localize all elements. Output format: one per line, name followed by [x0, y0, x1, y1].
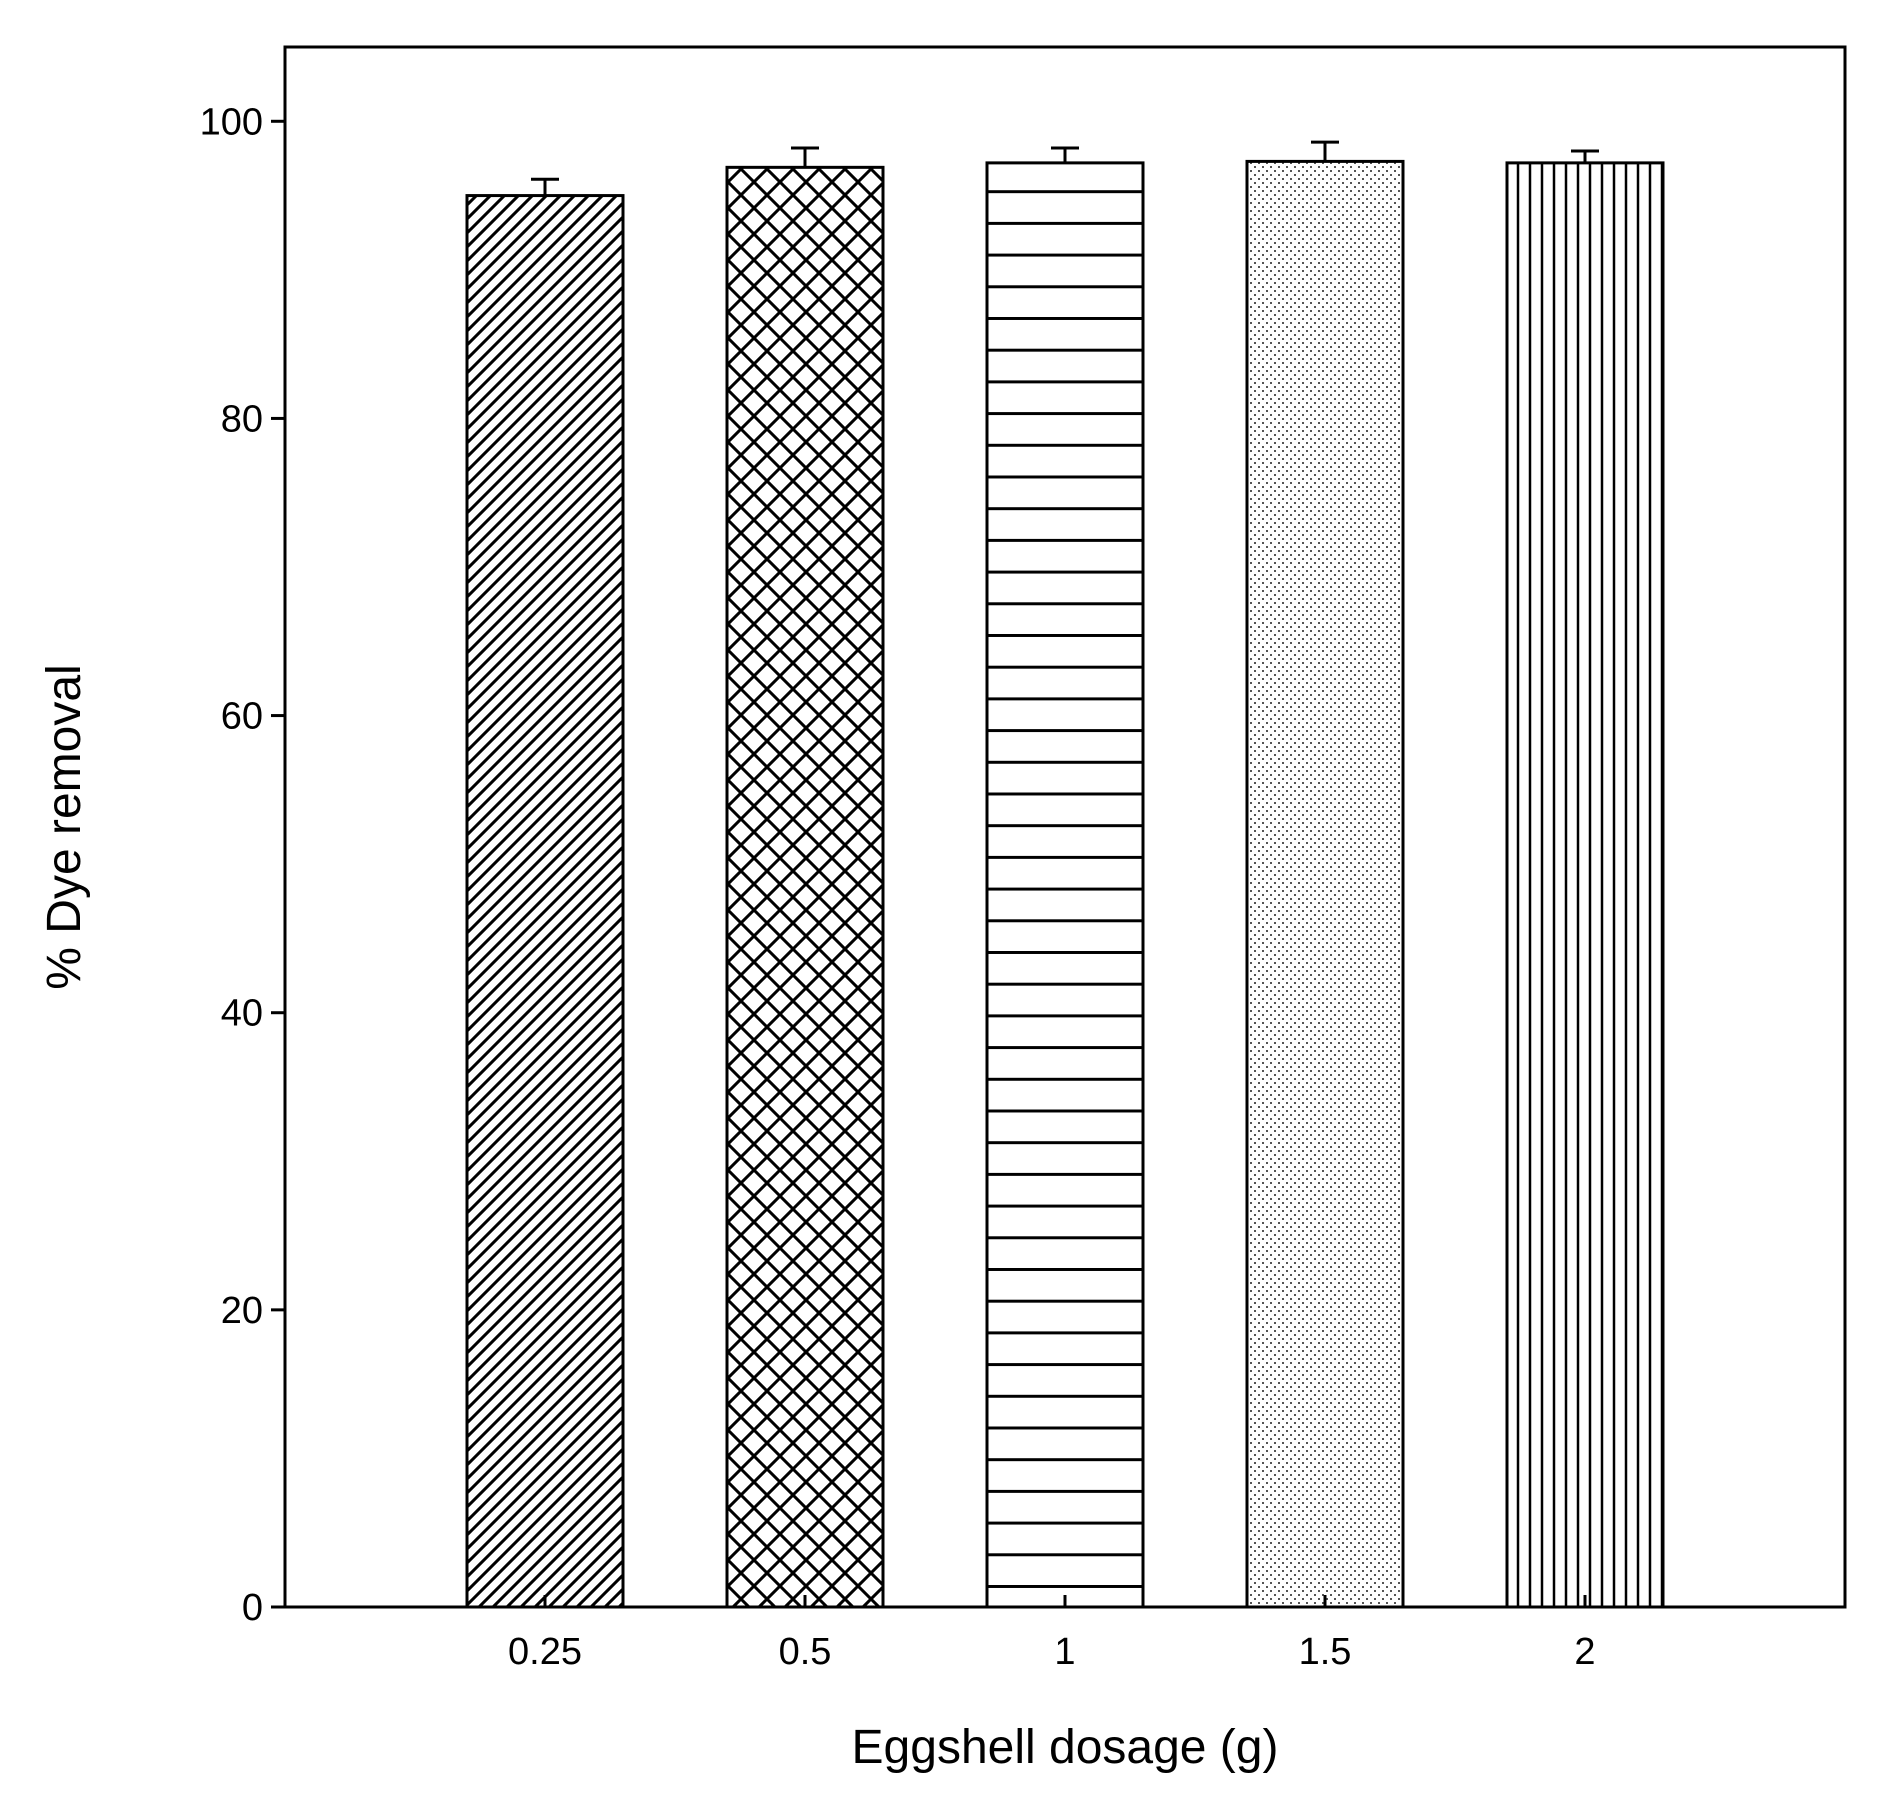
bar-0.5 [725, 165, 885, 1609]
y-tick-label: 80 [221, 398, 263, 440]
bar-0.25 [465, 194, 625, 1609]
x-axis-title: Eggshell dosage (g) [852, 1721, 1279, 1774]
y-tick-label: 40 [221, 993, 263, 1035]
y-axis-title: % Dye removal [38, 664, 91, 989]
bar-1 [985, 161, 1145, 1609]
x-tick-label: 0.5 [779, 1631, 832, 1673]
error-bars-group [531, 140, 1599, 196]
x-axis: 0.25 0.5 1 1.5 2 [508, 1595, 1596, 1673]
y-axis: 0 20 40 60 80 100 [200, 101, 285, 1629]
y-tick-label: 100 [200, 101, 263, 143]
x-tick-label: 0.25 [508, 1631, 582, 1673]
y-tick-label: 20 [221, 1290, 263, 1332]
bar-2 [1505, 161, 1665, 1609]
y-tick-label: 60 [221, 696, 263, 738]
x-tick-label: 1.5 [1299, 1631, 1352, 1673]
x-tick-label: 2 [1574, 1631, 1595, 1673]
bars-group [465, 159, 1665, 1609]
y-tick-label: 0 [242, 1587, 263, 1629]
x-tick-label: 1 [1054, 1631, 1075, 1673]
bar-1.5 [1245, 159, 1405, 1609]
